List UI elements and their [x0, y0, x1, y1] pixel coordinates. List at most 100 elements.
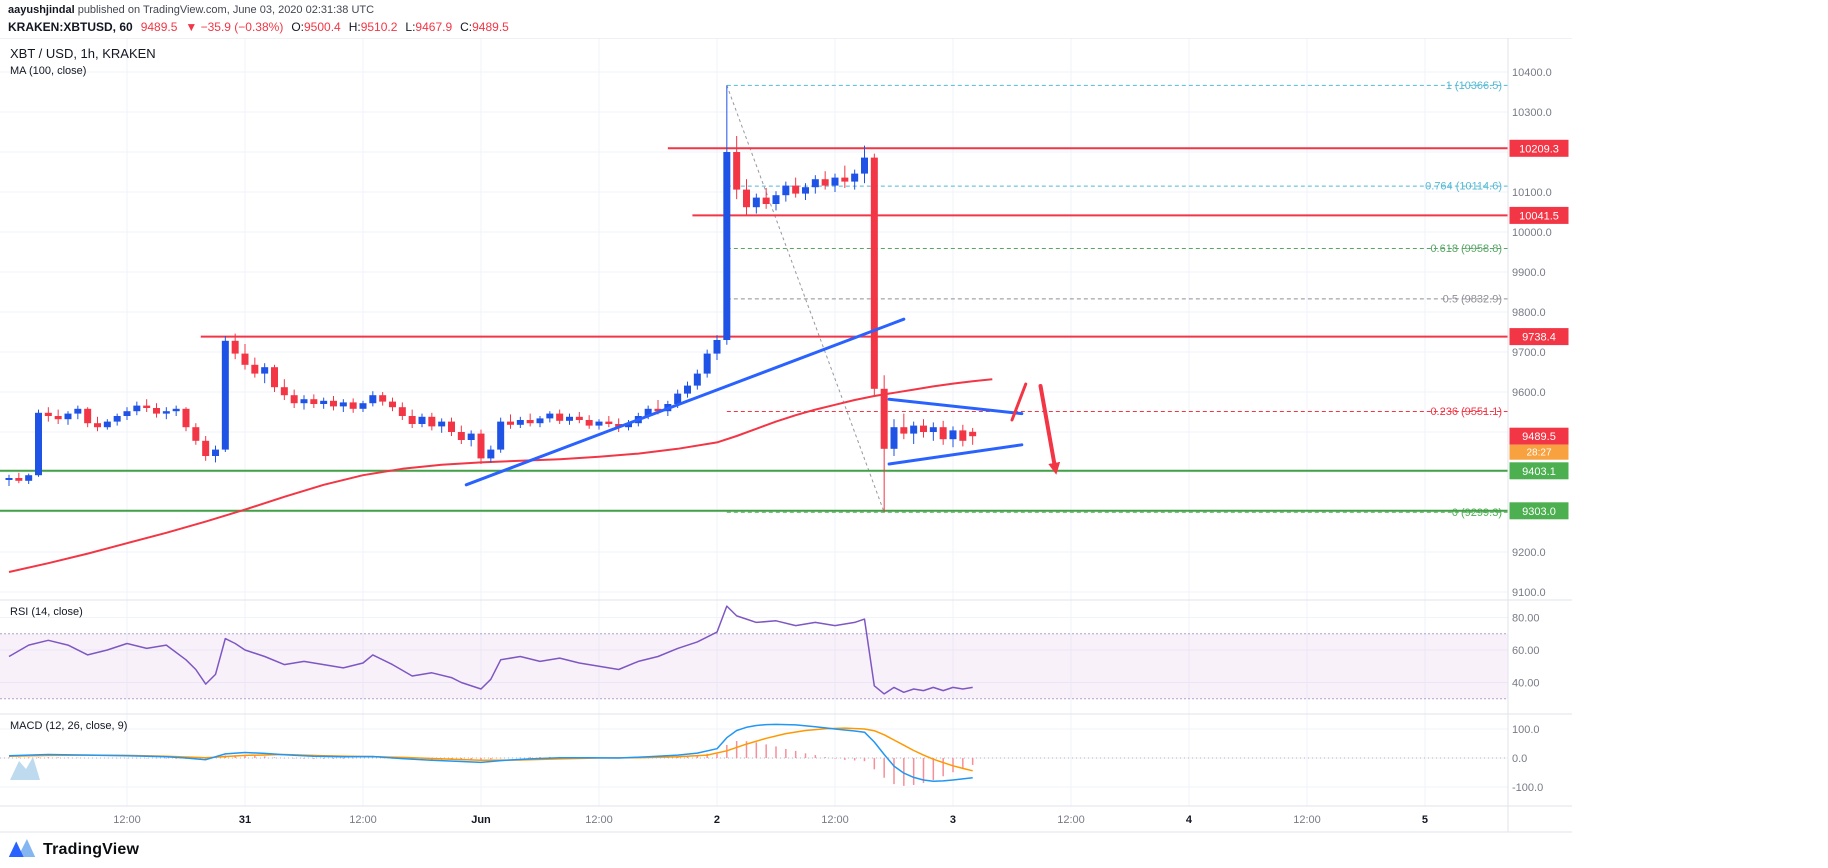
price-tick-label: 10300.0 [1512, 107, 1552, 119]
macd-signal-line [8, 727, 973, 772]
candle-body [280, 387, 288, 396]
price-badge-label: 9303.0 [1522, 506, 1556, 518]
candle-body [123, 411, 131, 416]
rsi-line [8, 605, 973, 695]
candle-body [408, 416, 416, 424]
candle-body [811, 179, 819, 188]
price-badge-label: 9489.5 [1522, 431, 1556, 443]
drawn-segment [1010, 382, 1028, 422]
attribution-footer: TradingView [8, 836, 139, 864]
time-label: 3 [950, 814, 956, 826]
time-label: 12:00 [113, 814, 141, 826]
candle-body [113, 416, 121, 422]
candle-body [890, 427, 898, 449]
candle-body [133, 405, 141, 412]
low-label: L: [405, 20, 416, 34]
candle-body [457, 432, 465, 440]
close-value: 9489.5 [472, 20, 509, 34]
rsi-band [0, 633, 1508, 699]
tradingview-logo-icon [8, 837, 36, 864]
ma-study-legend: MA (100, close) [10, 65, 87, 77]
candle-body [910, 425, 918, 434]
price-badge [1509, 328, 1569, 346]
price-tick-label: 9100.0 [1512, 587, 1546, 599]
candle-body [192, 427, 200, 441]
price-badge [1509, 206, 1569, 224]
candle-body [969, 431, 977, 437]
rsi-study-legend: RSI (14, close) [10, 606, 83, 618]
candle-body [270, 367, 278, 388]
candle-body [261, 367, 269, 374]
fib-baseline [726, 85, 885, 513]
candle-body [477, 433, 485, 459]
candle-body [792, 185, 800, 194]
price-badge [1509, 139, 1569, 157]
price-tick-label: 9600.0 [1512, 387, 1546, 399]
candle-body [624, 423, 632, 428]
candle-body [398, 407, 406, 416]
author-name: aayushjindal [8, 4, 75, 16]
candle-body [782, 185, 790, 196]
candle-body [644, 408, 652, 416]
fib-level-label: 0.5 (9832.9) [1443, 293, 1502, 305]
candle-body [487, 449, 495, 459]
time-label: 12:00 [349, 814, 377, 826]
candle-body [565, 416, 573, 421]
macd-line [8, 723, 973, 782]
chart-canvas[interactable]: 1 (10366.5) 0.764 (10114.6) 0.618 (9958.8)… [0, 0, 1572, 868]
candle-body [202, 440, 210, 456]
candle-body [870, 157, 878, 389]
tradingview-snapshot: 1 (10366.5) 0.764 (10114.6) 0.618 (9958.8)… [0, 0, 1572, 868]
open-value: 9500.4 [304, 20, 341, 34]
candle-body [752, 197, 760, 208]
candle-body [900, 427, 908, 434]
price-badge-label: 9738.4 [1522, 332, 1556, 344]
price-badge [1509, 502, 1569, 520]
candle-body [723, 152, 731, 340]
symbol-legend: XBT / USD, 1h, KRAKEN [10, 46, 156, 61]
macd-tick-label: 100.0 [1512, 724, 1540, 736]
price-change: ▼ −35.9 (−0.38%) [185, 20, 284, 34]
candle-body [762, 197, 770, 204]
candle-body [821, 179, 829, 186]
symbol-info-bar: KRAKEN:XBTUSD, 60 9489.5 ▼ −35.9 (−0.38%… [8, 18, 1572, 37]
attribution-line: aayushjindal published on TradingView.co… [8, 3, 1572, 18]
rsi-tick-label: 40.00 [1512, 678, 1540, 690]
time-label: 12:00 [585, 814, 613, 826]
candle-body [5, 478, 13, 480]
price-tick-label: 9200.0 [1512, 547, 1546, 559]
time-label: 4 [1186, 814, 1193, 826]
time-label: 31 [239, 814, 251, 826]
candle-body [103, 421, 111, 428]
tradingview-watermark-icon [8, 754, 42, 787]
candle-body [388, 401, 396, 408]
last-price: 9489.5 [140, 20, 178, 34]
main-pane-legend: XBT / USD, 1h, KRAKEN MA (100, close) [10, 46, 156, 77]
symbol-name: KRAKEN:XBTUSD, 60 [8, 20, 133, 34]
candle-body [241, 353, 249, 365]
price-badge-label: 9403.1 [1522, 466, 1556, 478]
candle-body [152, 408, 160, 414]
candle-body [556, 413, 564, 421]
candle-body [418, 416, 426, 424]
candle-body [693, 373, 701, 386]
candle-body [595, 421, 603, 426]
ohlc-high: H:9510.2 [349, 18, 398, 37]
candle-body [654, 408, 662, 412]
candle-body [447, 421, 455, 432]
candle-body [683, 385, 691, 394]
close-label: C: [460, 20, 473, 34]
candle-body [359, 403, 367, 409]
candle-body [339, 402, 347, 407]
candle-body [15, 478, 23, 481]
candle-body [93, 423, 101, 428]
candle-body [860, 157, 868, 174]
candle-body [162, 411, 170, 414]
candle-body [575, 416, 583, 420]
candle-body [369, 395, 377, 404]
candle-body [959, 430, 967, 441]
trend-line [887, 397, 1024, 416]
candle-body [310, 399, 318, 404]
time-label: 12:00 [821, 814, 849, 826]
attribution-text: published on TradingView.com, June 03, 2… [74, 4, 375, 16]
